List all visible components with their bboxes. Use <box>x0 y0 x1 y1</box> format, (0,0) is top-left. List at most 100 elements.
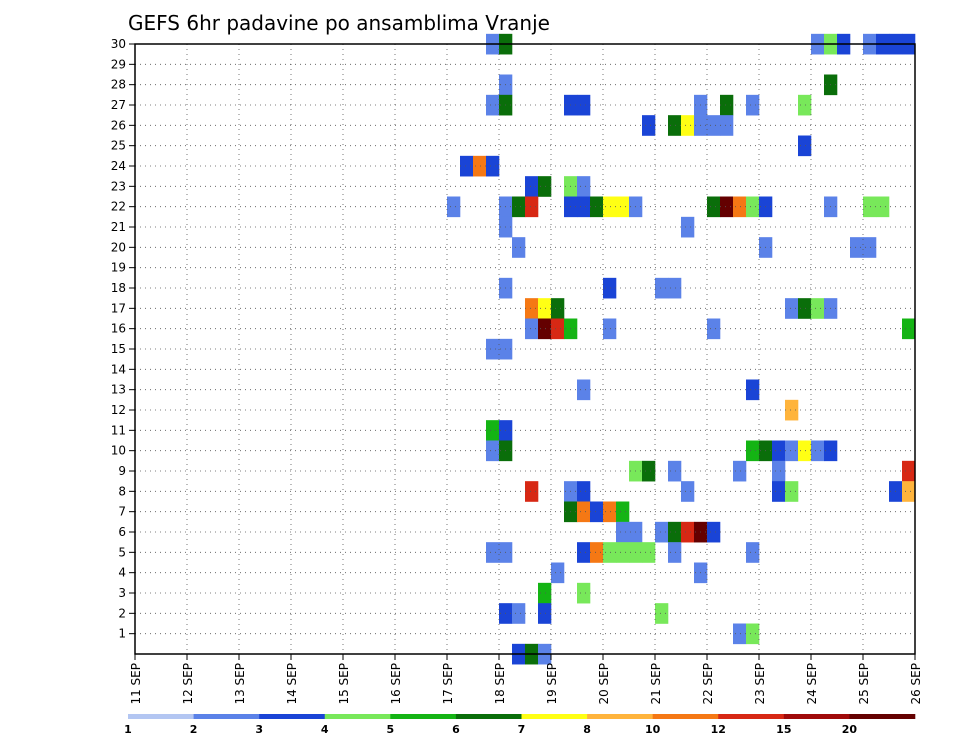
heatmap-cell <box>473 155 487 177</box>
color-legend: 1 2 3 4 5 6 7 8 10 12 15 20 <box>124 714 916 736</box>
legend-swatch <box>324 714 391 719</box>
heatmap-cell <box>447 196 461 218</box>
heatmap-cell <box>798 298 812 319</box>
heatmap-cell <box>538 318 552 340</box>
heatmap-cell <box>538 298 552 319</box>
legend-label: 5 <box>387 723 395 736</box>
gridlines <box>135 43 915 654</box>
y-tick-label: 27 <box>111 98 126 112</box>
legend-label: 8 <box>583 723 591 736</box>
y-tick-label: 24 <box>111 159 126 173</box>
heatmap-cell <box>551 562 565 584</box>
heatmap-cell <box>902 318 916 340</box>
x-tick-label: 23 SEP <box>753 663 767 705</box>
legend-swatch <box>193 714 260 719</box>
heatmap-cell <box>538 176 552 197</box>
heatmap-cell <box>746 196 760 218</box>
x-tick-label: 13 SEP <box>233 663 247 705</box>
y-tick-label: 4 <box>118 566 126 580</box>
x-axis: 11 SEP 12 SEP 13 SEP 14 SEP 15 SEP 16 SEP 17 S… <box>129 654 923 705</box>
heatmap-cell <box>486 338 500 360</box>
heatmap-cell <box>642 460 656 482</box>
heatmap-cell <box>655 603 669 624</box>
legend-swatch <box>521 714 588 719</box>
heatmap-cell <box>577 501 591 523</box>
heatmap-cell <box>616 542 630 563</box>
legend-swatch <box>128 714 194 719</box>
y-tick-label: 12 <box>111 403 126 417</box>
heatmap-cell <box>668 115 682 136</box>
heatmap-cell <box>668 521 682 543</box>
legend-swatch <box>652 714 719 719</box>
heatmap-cell <box>460 155 474 177</box>
heatmap-cell <box>603 277 617 299</box>
heatmap-cell <box>746 440 760 462</box>
heatmap-cell <box>603 196 617 218</box>
heatmap-cell <box>863 196 877 218</box>
heatmap-cell <box>577 542 591 563</box>
y-axis: 1234567891011121314151617181920212223242… <box>111 37 135 641</box>
legend-label: 6 <box>452 723 460 736</box>
heatmap-cell <box>733 460 747 482</box>
y-tick-label: 29 <box>111 57 126 71</box>
heatmap-cell <box>486 440 500 462</box>
heatmap-cell <box>681 521 695 543</box>
y-tick-label: 18 <box>111 281 126 295</box>
heatmap-cell <box>668 460 682 482</box>
heatmap-cell <box>746 542 760 563</box>
legend-label: 3 <box>255 723 263 736</box>
heatmap-cell <box>863 237 877 258</box>
heatmap-cell <box>538 603 552 624</box>
y-tick-label: 14 <box>111 362 126 376</box>
y-tick-label: 20 <box>111 240 126 254</box>
y-tick-label: 7 <box>118 505 126 519</box>
legend-label: 4 <box>321 723 329 736</box>
heatmap-cell <box>525 176 539 197</box>
legend-swatch <box>783 714 850 719</box>
heatmap-cell <box>603 318 617 340</box>
heatmap-cell <box>577 481 591 502</box>
legend-swatch <box>390 714 457 719</box>
heatmap-cell <box>720 196 734 218</box>
y-tick-label: 21 <box>111 220 126 234</box>
heatmap-cell <box>512 196 526 218</box>
heatmap-cell <box>707 196 721 218</box>
heatmap-cell <box>785 399 799 421</box>
heatmap-cell <box>733 623 747 645</box>
y-tick-label: 10 <box>111 444 126 458</box>
x-tick-label: 15 SEP <box>337 663 351 705</box>
legend-swatch <box>455 714 522 719</box>
heatmap-cell <box>590 542 604 563</box>
y-tick-label: 2 <box>118 606 126 620</box>
heatmap-cell <box>551 298 565 319</box>
legend-label: 15 <box>776 723 791 736</box>
heatmap-cell <box>616 196 630 218</box>
heatmap-cell <box>798 440 812 462</box>
heatmap-cell <box>616 521 630 543</box>
legend-swatch <box>849 714 916 719</box>
heatmap-cell <box>876 196 890 218</box>
heatmap-cell <box>772 460 786 482</box>
heatmap-cell <box>720 94 734 116</box>
legend-swatch <box>587 714 653 719</box>
heatmap-cell <box>733 196 747 218</box>
legend-label: 2 <box>190 723 198 736</box>
legend-label: 10 <box>645 723 661 736</box>
y-tick-label: 25 <box>111 139 126 153</box>
cells-layer <box>447 33 916 665</box>
heatmap-cell <box>525 318 539 340</box>
y-tick-label: 9 <box>118 464 126 478</box>
legend-swatch <box>718 714 785 719</box>
heatmap-cell <box>746 623 760 645</box>
y-tick-label: 11 <box>111 423 126 437</box>
y-tick-label: 23 <box>111 179 126 193</box>
x-tick-label: 17 SEP <box>441 663 455 705</box>
x-tick-label: 26 SEP <box>909 663 923 705</box>
heatmap-cell <box>486 94 500 116</box>
heatmap-cell <box>655 521 669 543</box>
x-tick-label: 14 SEP <box>285 663 299 705</box>
y-tick-label: 15 <box>111 342 126 356</box>
heatmap-cell <box>512 603 526 624</box>
heatmap-cell <box>577 196 591 218</box>
x-tick-label: 21 SEP <box>649 663 663 705</box>
